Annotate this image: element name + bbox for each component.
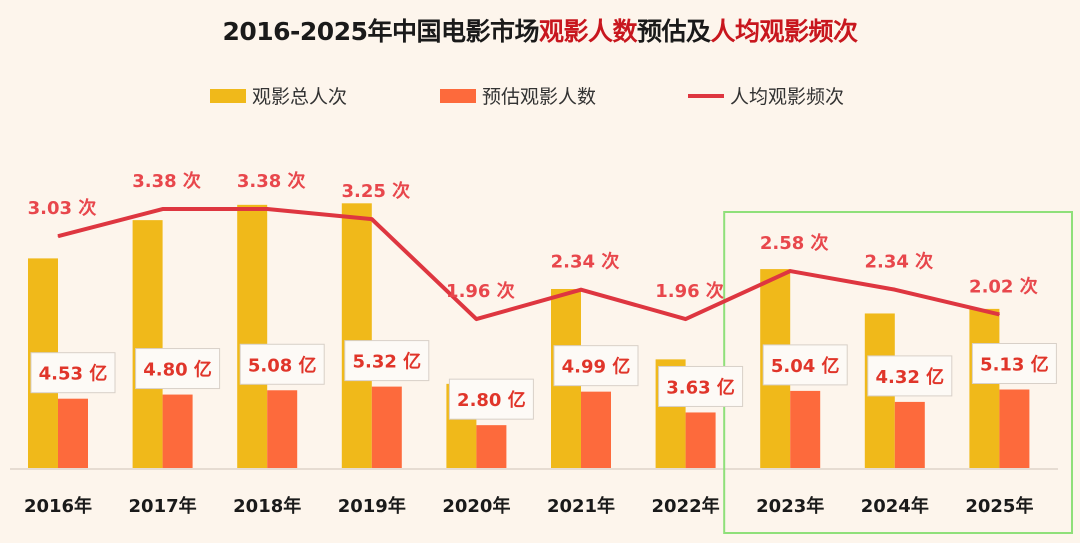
bar-total [341,203,372,468]
data-label-estimated: 5.13 亿 [980,354,1049,376]
data-label-box [30,352,116,394]
data-label-box [658,365,744,407]
data-label-frequency: 2.34 次 [864,251,933,273]
data-label-frequency: 1.96 次 [655,280,724,302]
bar-estimated [894,401,925,468]
x-tick-label: 2022年 [652,495,720,517]
data-label-box [344,340,430,382]
data-label-estimated: 5.08 亿 [248,354,317,376]
data-label-frequency: 2.34 次 [551,251,620,273]
x-tick-label: 2021年 [547,495,615,517]
data-label-estimated: 5.04 亿 [771,355,840,377]
data-label-frequency: 2.58 次 [760,232,829,254]
line-point [162,208,164,210]
data-label-frequency: 1.96 次 [446,280,515,302]
legend-swatch-estimated [440,88,476,103]
x-tick-label: 2016年 [24,495,92,517]
data-label-estimated: 5.32 亿 [352,351,421,373]
line-point [57,235,59,237]
x-tick-label: 2019年 [338,495,406,517]
bar-estimated [581,391,611,468]
data-label-frequency: 2.02 次 [969,275,1038,297]
line-point [475,318,477,320]
title-part1: 2016-2025年中国电影市场 [222,17,539,46]
x-tick-label: 2018年 [233,495,301,517]
chart-title: 2016-2025年中国电影市场观影人数预估及人均观影频次 [0,12,1080,48]
line-point [789,270,791,272]
line-point [266,208,268,210]
line-point [685,318,687,320]
bar-total [237,204,268,468]
legend-item-frequency: 人均观影频次 [688,82,844,109]
data-label-frequency: 3.38 次 [237,170,306,192]
data-label-box [762,344,848,386]
data-label-estimated: 3.63 亿 [666,376,735,398]
bar-estimated [371,386,402,468]
bar-total [969,308,1000,468]
bar-total [132,220,163,468]
bar-estimated [685,412,716,468]
x-tick-label: 2023年 [756,495,824,517]
data-label-estimated: 4.32 亿 [875,366,944,388]
bar-estimated [790,390,821,468]
data-label-frequency: 3.03 次 [28,197,97,219]
bar-estimated [476,425,507,468]
data-label-estimated: 2.80 亿 [457,389,526,411]
x-tick-label: 2017年 [129,495,197,517]
line-point [580,289,582,291]
legend-item-estimated: 预估观影人数 [440,82,596,109]
legend-label: 观影总人次 [252,86,348,108]
legend-swatch-total [210,88,246,103]
line-frequency [57,207,1000,322]
bar-estimated [162,394,193,468]
data-label-estimated: 4.80 亿 [143,359,212,381]
data-label-box [239,343,325,385]
data-label-frequency: 3.38 次 [132,170,201,192]
bar-estimated [999,389,1030,468]
legend-label: 人均观影频次 [730,86,845,108]
data-label-box [448,378,534,420]
title-part4: 人均观影频次 [710,17,859,46]
bar-estimated [267,390,298,468]
data-label-box [135,348,221,390]
legend-label: 预估观影人数 [482,86,597,108]
title-part2: 观影人数 [539,17,638,46]
x-tick-label: 2024年 [861,495,929,517]
data-label-frequency: 3.25 次 [341,180,410,202]
legend-swatch-frequency [688,93,724,98]
x-tick-label: 2025年 [965,495,1033,517]
line-point [371,218,373,220]
legend-item-total: 观影总人次 [210,82,347,109]
data-label-box [553,345,639,387]
bar-estimated [58,398,88,468]
data-label-box [867,355,953,397]
line-point [894,289,896,291]
line-point [998,313,1000,315]
title-part3: 预估及 [637,17,711,46]
data-label-box [971,343,1057,385]
data-label-estimated: 4.99 亿 [562,356,631,378]
data-label-estimated: 4.53 亿 [39,363,108,385]
x-tick-label: 2020年 [442,495,510,517]
